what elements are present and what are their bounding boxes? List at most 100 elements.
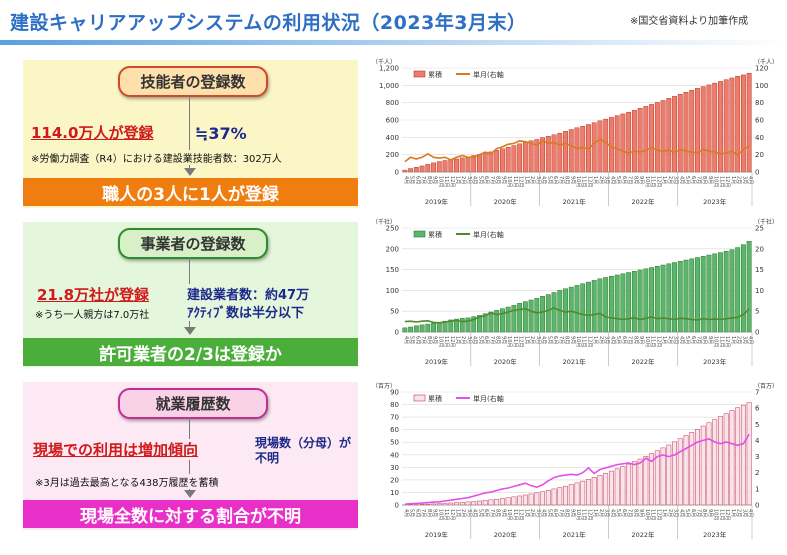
bar	[488, 499, 494, 506]
bar	[695, 257, 700, 333]
bar	[740, 74, 746, 173]
x-tick-label: 11月	[581, 336, 587, 347]
bar	[522, 494, 528, 506]
bar	[626, 272, 632, 333]
x-tick-label: 6月	[483, 509, 489, 517]
x-tick-label: 12月	[724, 336, 730, 347]
x-tick-label: 12月	[724, 509, 730, 520]
bar	[620, 466, 626, 506]
bar	[649, 104, 655, 173]
x-tick-label: 6月	[690, 176, 696, 184]
y2-tick-label: 1	[755, 485, 759, 493]
bar	[499, 498, 505, 506]
year-label: 2023年	[703, 530, 727, 539]
year-label: 2020年	[494, 530, 518, 539]
companies-arrow-icon	[184, 327, 196, 335]
bar	[471, 501, 477, 506]
bar	[419, 165, 425, 173]
x-tick-label: 6月	[552, 509, 558, 517]
bar	[626, 463, 632, 506]
bar	[723, 251, 729, 333]
bar	[505, 497, 511, 506]
bar	[545, 136, 551, 173]
x-tick-label: 11月	[650, 336, 656, 347]
bar	[568, 286, 574, 333]
bar	[666, 263, 672, 333]
x-tick-label: 1月	[661, 176, 667, 184]
year-label: 2019年	[425, 197, 449, 206]
y-tick-label: 50	[390, 439, 399, 447]
y2-tick-label: 120	[755, 65, 768, 73]
x-tick-label: 5月	[478, 509, 484, 517]
x-tick-label: 4月	[609, 176, 615, 184]
x-tick-label: 6月	[690, 336, 696, 344]
bar	[626, 111, 632, 173]
x-tick-label: 8月	[564, 509, 570, 517]
y2-tick-label: 20	[755, 245, 764, 253]
y2-tick-label: 0	[755, 502, 759, 510]
x-tick-label: 4月	[541, 336, 547, 344]
x-tick-label: 6月	[552, 336, 558, 344]
x-tick-label: 9月	[638, 336, 644, 344]
companies-conclusion-band: 許可業者の2/3は登録か	[23, 338, 358, 366]
x-tick-label: 11月	[581, 176, 587, 187]
bar	[488, 311, 494, 333]
bar	[517, 495, 523, 506]
x-tick-label: 2月	[460, 509, 466, 517]
companies-footnote: ※うち一人親方は7.0万社	[35, 306, 150, 321]
bar	[448, 159, 454, 173]
x-tick-label: 3月	[741, 509, 747, 517]
x-tick-label: 11月	[512, 509, 518, 520]
x-tick-label: 4月	[747, 336, 753, 344]
workers-conclusion-band: 職人の3人に1人が登録	[23, 178, 358, 206]
y-tick-label: 90	[390, 389, 399, 397]
x-tick-label: 4月	[609, 336, 615, 344]
y2-tick-label: 80	[755, 99, 764, 107]
bar	[695, 429, 700, 506]
bar	[551, 134, 557, 173]
bar	[700, 86, 706, 173]
y2-tick-label: 0	[755, 169, 759, 177]
bar	[631, 110, 637, 173]
bar	[459, 501, 465, 506]
bar	[746, 241, 752, 333]
y-unit-right: （千社）	[754, 218, 778, 226]
year-label: 2020年	[494, 357, 518, 366]
bar	[448, 502, 454, 506]
x-tick-label: 5月	[684, 509, 690, 517]
bar	[591, 280, 597, 333]
x-tick-label: 5月	[684, 336, 690, 344]
x-tick-label: 11月	[718, 176, 724, 187]
bar	[482, 152, 488, 173]
bar	[534, 492, 540, 506]
bar	[517, 303, 523, 333]
y2-tick-label: 2	[755, 469, 759, 477]
x-tick-label: 2月	[667, 509, 673, 517]
bar	[683, 92, 689, 173]
x-tick-label: 4月	[472, 509, 478, 517]
x-tick-label: 2月	[736, 509, 742, 517]
x-tick-label: 2月	[598, 176, 604, 184]
bar	[413, 166, 419, 173]
bar	[499, 308, 505, 333]
bar	[740, 404, 746, 506]
bar	[614, 115, 620, 173]
x-tick-label: 10月	[506, 336, 512, 347]
x-tick-label: 1月	[523, 509, 529, 517]
x-tick-label: 1月	[730, 509, 736, 517]
x-tick-label: 11月	[443, 509, 449, 520]
y2-tick-label: 3	[755, 453, 759, 461]
bar	[522, 142, 528, 173]
y-tick-label: 1,000	[379, 82, 399, 90]
bar	[442, 160, 448, 173]
bar	[408, 326, 414, 333]
monthly-line	[404, 307, 750, 324]
x-tick-label: 12月	[518, 176, 524, 187]
monthly-line	[404, 433, 750, 505]
x-tick-label: 1月	[592, 336, 598, 344]
x-tick-label: 4月	[472, 176, 478, 184]
x-tick-label: 12月	[655, 336, 661, 347]
bar	[477, 500, 482, 506]
x-tick-label: 4月	[403, 176, 409, 184]
x-tick-label: 5月	[546, 509, 552, 517]
